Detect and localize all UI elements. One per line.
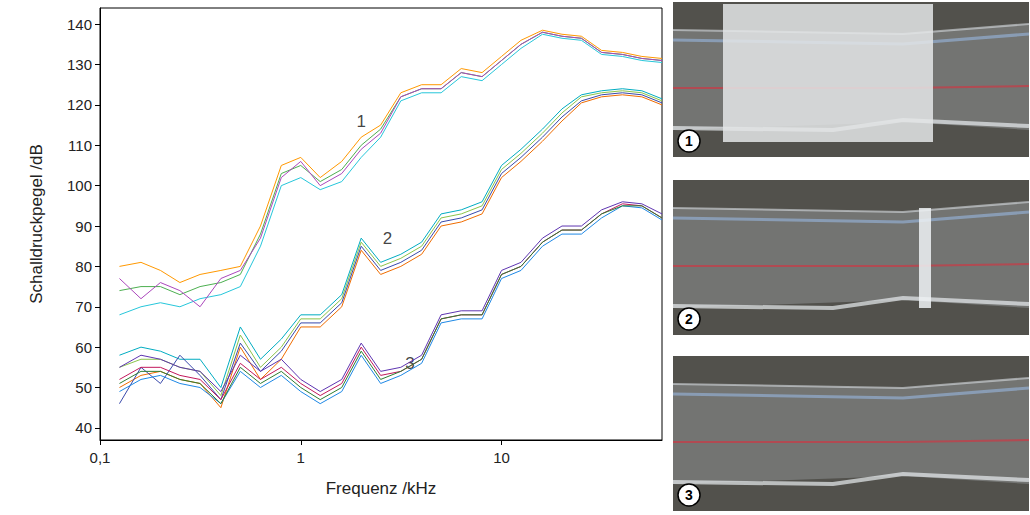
- svg-text:90: 90: [75, 218, 92, 235]
- svg-text:70: 70: [75, 298, 92, 315]
- svg-text:1: 1: [685, 133, 693, 149]
- svg-text:130: 130: [67, 56, 92, 73]
- svg-text:0,1: 0,1: [90, 449, 111, 466]
- svg-text:110: 110: [68, 137, 92, 154]
- svg-text:3: 3: [685, 487, 693, 503]
- svg-text:2: 2: [383, 229, 392, 248]
- svg-text:60: 60: [75, 339, 92, 356]
- svg-text:10: 10: [493, 449, 510, 466]
- svg-text:1: 1: [356, 112, 365, 131]
- svg-text:2: 2: [685, 311, 693, 327]
- svg-text:1: 1: [297, 449, 305, 466]
- svg-text:3: 3: [405, 353, 415, 373]
- svg-text:140: 140: [67, 16, 92, 33]
- svg-text:80: 80: [75, 258, 92, 275]
- svg-text:40: 40: [75, 419, 92, 436]
- svg-text:100: 100: [67, 177, 92, 194]
- svg-text:50: 50: [75, 379, 92, 396]
- svg-text:Schalldruckpegel /dB: Schalldruckpegel /dB: [27, 144, 46, 304]
- svg-text:120: 120: [67, 96, 92, 113]
- svg-text:Frequenz /kHz: Frequenz /kHz: [326, 479, 437, 498]
